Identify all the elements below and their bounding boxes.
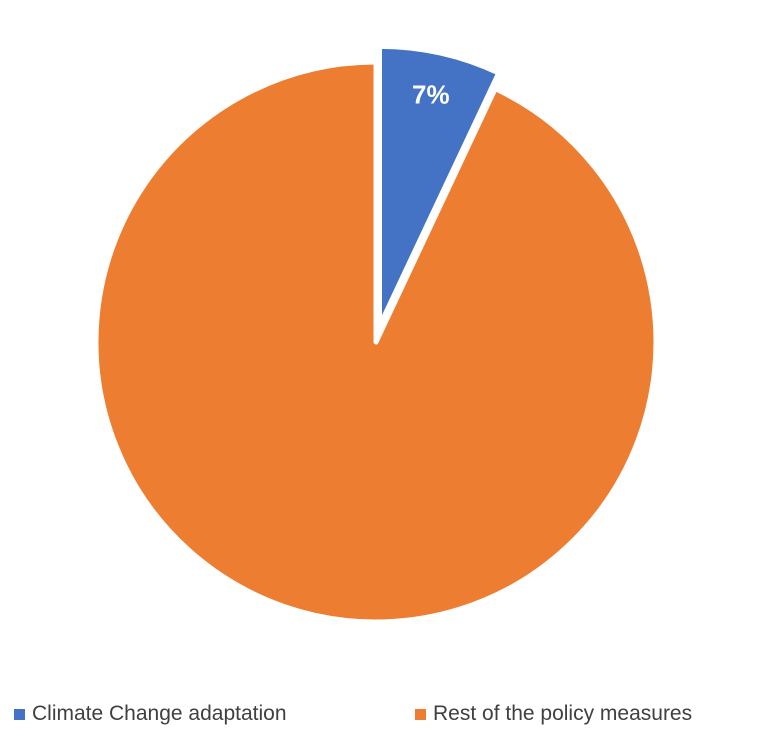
legend-swatch-rest-of-policy-measures bbox=[415, 708, 426, 720]
legend-item-climate-change-adaptation: Climate Change adaptation bbox=[14, 702, 287, 726]
legend-label-climate-change-adaptation: Climate Change adaptation bbox=[32, 702, 287, 725]
pie-slice-climate-change-adaptation bbox=[376, 43, 502, 329]
legend: Climate Change adaptation Rest of the po… bbox=[0, 702, 761, 732]
legend-swatch-climate-change-adaptation bbox=[14, 708, 25, 720]
data-label-climate-change-adaptation: 7% bbox=[412, 80, 450, 110]
pie-slice-rest-of-the-policy-measures bbox=[93, 59, 659, 625]
legend-item-rest-of-policy-measures: Rest of the policy measures bbox=[415, 702, 692, 726]
legend-label-rest-of-policy-measures: Rest of the policy measures bbox=[433, 702, 693, 725]
